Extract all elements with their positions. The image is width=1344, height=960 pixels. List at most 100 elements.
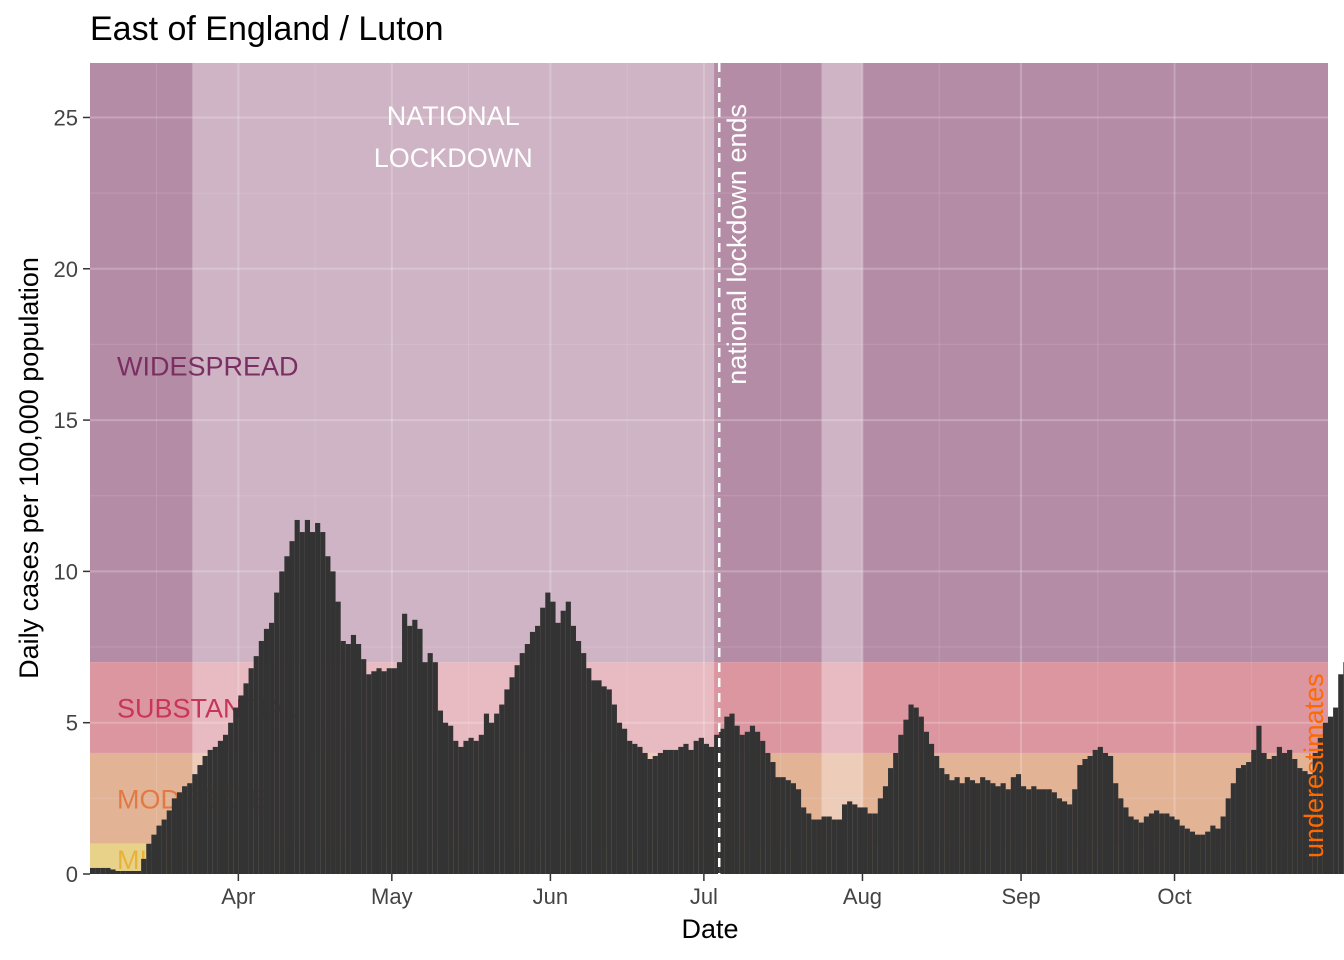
- band-label-widespread: WIDESPREAD: [117, 352, 299, 382]
- bar: [192, 774, 198, 874]
- bar: [923, 731, 929, 874]
- bar: [913, 707, 919, 874]
- bar: [524, 644, 530, 874]
- y-axis-title: Daily cases per 100,000 population: [14, 257, 44, 679]
- bar: [1256, 725, 1262, 874]
- bar: [1338, 674, 1344, 874]
- bar: [862, 807, 868, 874]
- bar: [1281, 752, 1288, 874]
- bar: [1333, 707, 1339, 874]
- bar: [253, 656, 259, 874]
- bar: [545, 592, 551, 874]
- bar: [1082, 759, 1088, 874]
- bar: [826, 816, 832, 874]
- bar: [790, 783, 796, 874]
- bar: [320, 532, 326, 874]
- underestimates-label: underestimates: [1299, 673, 1329, 858]
- bar: [770, 762, 776, 874]
- bar: [161, 819, 167, 874]
- bar: [944, 774, 950, 874]
- lockdown-overlay-2: [821, 63, 863, 874]
- bar: [233, 707, 239, 874]
- bar: [1087, 755, 1093, 874]
- bar: [228, 722, 234, 874]
- bar: [1302, 771, 1308, 874]
- annotations: underestimates: [1299, 673, 1329, 858]
- bar: [1159, 813, 1165, 874]
- lockdown-label: NATIONAL: [387, 101, 520, 131]
- bar: [478, 734, 484, 874]
- bar: [243, 683, 249, 874]
- bar: [151, 834, 157, 874]
- bar: [928, 743, 935, 874]
- bar: [729, 713, 735, 874]
- bar: [263, 628, 270, 874]
- bar: [662, 749, 669, 874]
- bar: [857, 807, 863, 874]
- bar: [1021, 786, 1027, 874]
- bar: [483, 713, 490, 874]
- bar: [872, 813, 878, 874]
- bar: [908, 704, 914, 874]
- bar: [591, 680, 597, 874]
- bar: [734, 725, 740, 874]
- bar: [893, 752, 899, 874]
- bar: [504, 689, 510, 874]
- bar: [1128, 816, 1134, 874]
- bar: [514, 665, 520, 874]
- bar: [366, 674, 372, 874]
- bar: [611, 704, 617, 874]
- bar: [279, 571, 285, 874]
- bar: [627, 740, 633, 874]
- bar: [432, 662, 438, 874]
- bar: [882, 786, 889, 874]
- bar: [238, 695, 244, 874]
- bar: [821, 816, 827, 874]
- bar: [489, 722, 495, 874]
- bar: [1194, 834, 1201, 874]
- bar: [1123, 807, 1129, 874]
- bar: [304, 519, 310, 874]
- bar: [437, 710, 444, 874]
- bar: [678, 746, 684, 874]
- bar: [708, 746, 715, 874]
- bar: [412, 619, 418, 874]
- bar: [1241, 765, 1247, 874]
- bar: [1056, 798, 1063, 874]
- lockdown-end-marker: national lockdown ends: [717, 63, 752, 874]
- bar: [1067, 804, 1073, 874]
- bar: [683, 743, 689, 874]
- bar: [816, 819, 822, 874]
- bar: [309, 532, 316, 874]
- bar: [345, 644, 351, 874]
- bar: [755, 731, 761, 874]
- bar: [207, 749, 213, 874]
- bar: [806, 813, 812, 874]
- bar: [156, 825, 162, 874]
- bar: [540, 607, 546, 874]
- bar: [1246, 762, 1252, 874]
- bar: [918, 716, 924, 874]
- bar: [284, 556, 290, 874]
- bar: [852, 804, 858, 874]
- bar: [1113, 783, 1119, 874]
- bar: [340, 640, 346, 874]
- bar: [330, 571, 336, 874]
- bar: [391, 668, 397, 874]
- bar: [1287, 749, 1293, 874]
- bar: [1169, 816, 1175, 874]
- bar: [601, 686, 607, 874]
- bar: [187, 783, 193, 874]
- bars: [89, 519, 1344, 874]
- bar: [811, 819, 817, 874]
- bar: [315, 522, 321, 874]
- bar: [1174, 819, 1180, 874]
- bar: [535, 625, 541, 874]
- bar: [622, 728, 628, 874]
- bar: [1164, 813, 1170, 874]
- bar: [831, 819, 837, 874]
- bar: [888, 768, 894, 874]
- bar: [427, 653, 433, 874]
- bar: [703, 743, 710, 874]
- x-tick-label: Sep: [1001, 884, 1040, 909]
